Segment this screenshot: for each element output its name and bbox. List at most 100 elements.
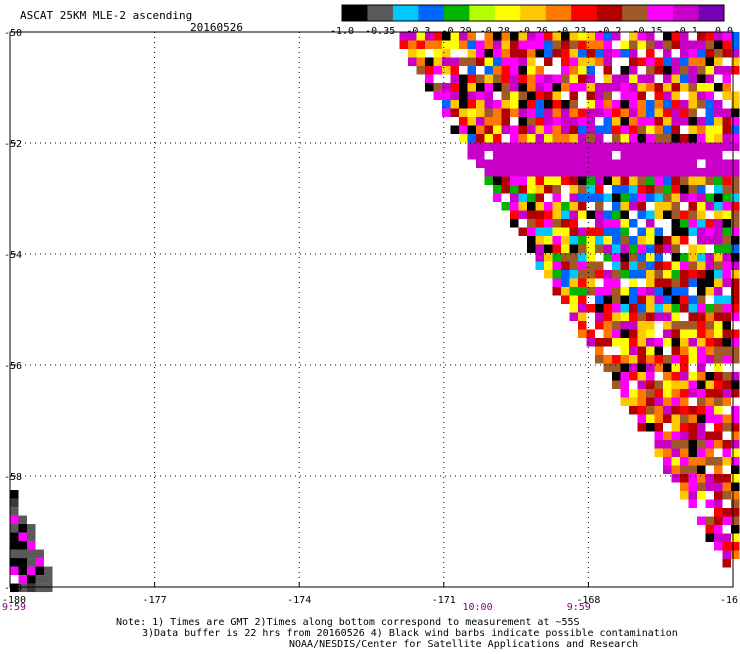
data-cell xyxy=(586,74,595,83)
data-cell xyxy=(552,219,561,228)
data-cell xyxy=(705,168,714,177)
data-cell xyxy=(595,142,604,151)
data-cell xyxy=(544,193,553,202)
data-cell xyxy=(680,465,689,474)
data-cell xyxy=(688,159,697,168)
data-cell xyxy=(501,83,510,92)
data-cell xyxy=(612,117,621,126)
data-cell xyxy=(680,253,689,262)
data-cell xyxy=(671,57,680,66)
data-cell xyxy=(705,210,714,219)
data-cell xyxy=(663,363,672,372)
data-cell xyxy=(586,57,595,66)
data-cell xyxy=(731,440,740,449)
data-cell xyxy=(731,202,740,211)
data-cell xyxy=(552,83,561,92)
data-cell xyxy=(697,159,706,168)
data-cell xyxy=(612,346,621,355)
data-cell xyxy=(637,151,646,160)
data-cell xyxy=(671,261,680,270)
data-cell xyxy=(612,363,621,372)
data-cell xyxy=(680,287,689,296)
data-cell xyxy=(620,321,629,330)
data-cell xyxy=(629,91,638,100)
data-cell xyxy=(688,49,697,58)
data-cell xyxy=(663,295,672,304)
data-cell xyxy=(714,270,723,279)
colorbar-swatch xyxy=(545,5,572,21)
data-cell xyxy=(697,253,706,262)
data-cell xyxy=(714,159,723,168)
data-cell xyxy=(510,91,519,100)
data-cell xyxy=(705,49,714,58)
data-cell xyxy=(646,159,655,168)
data-cell xyxy=(722,397,731,406)
data-cell xyxy=(612,100,621,109)
data-cell xyxy=(688,210,697,219)
data-cell xyxy=(510,117,519,126)
data-cell xyxy=(637,363,646,372)
data-cell xyxy=(629,202,638,211)
data-cell xyxy=(527,193,536,202)
data-cell xyxy=(586,287,595,296)
data-cell xyxy=(544,108,553,117)
data-cell xyxy=(569,193,578,202)
data-cell xyxy=(722,474,731,483)
data-cell xyxy=(637,338,646,347)
data-cell xyxy=(629,253,638,262)
data-cell xyxy=(654,91,663,100)
data-cell xyxy=(705,40,714,49)
data-cell xyxy=(603,117,612,126)
data-cell xyxy=(518,66,527,75)
data-cell xyxy=(518,49,527,58)
data-cell xyxy=(688,440,697,449)
data-cell xyxy=(714,372,723,381)
data-cell xyxy=(714,542,723,551)
data-cell xyxy=(459,74,468,83)
data-cell xyxy=(663,117,672,126)
data-cell xyxy=(561,159,570,168)
data-cell xyxy=(637,40,646,49)
data-cell xyxy=(654,159,663,168)
data-cell xyxy=(680,168,689,177)
data-cell xyxy=(484,49,493,58)
data-cell xyxy=(569,57,578,66)
data-cell xyxy=(527,210,536,219)
data-cell xyxy=(654,74,663,83)
chart-date: 20160526 xyxy=(190,21,243,34)
data-cell xyxy=(595,125,604,134)
data-cell xyxy=(544,117,553,126)
data-cell xyxy=(459,134,468,143)
data-cell xyxy=(535,125,544,134)
data-cell xyxy=(688,219,697,228)
data-cell xyxy=(425,66,434,75)
data-cell xyxy=(654,219,663,228)
data-cell xyxy=(612,295,621,304)
data-cell xyxy=(518,91,527,100)
data-cell xyxy=(493,32,502,41)
x-axis-ticks: -180 -177 -174 -171 -168 -16 xyxy=(2,582,738,606)
data-cell xyxy=(697,210,706,219)
data-cell xyxy=(510,151,519,160)
data-cell xyxy=(518,151,527,160)
data-cell xyxy=(510,202,519,211)
data-cell xyxy=(535,193,544,202)
data-cell xyxy=(527,202,536,211)
data-cell xyxy=(493,168,502,177)
data-cell xyxy=(629,236,638,245)
data-cell xyxy=(697,355,706,364)
data-cell xyxy=(680,49,689,58)
data-cell xyxy=(722,491,731,500)
data-cell xyxy=(671,32,680,41)
data-cell xyxy=(544,74,553,83)
data-cell xyxy=(612,270,621,279)
data-cell xyxy=(714,91,723,100)
data-cell xyxy=(731,40,740,49)
data-cell xyxy=(603,32,612,41)
data-cell xyxy=(459,117,468,126)
data-cell xyxy=(578,74,587,83)
data-cell xyxy=(595,321,604,330)
data-cell xyxy=(595,176,604,185)
data-cell xyxy=(714,363,723,372)
data-cell xyxy=(459,32,468,41)
